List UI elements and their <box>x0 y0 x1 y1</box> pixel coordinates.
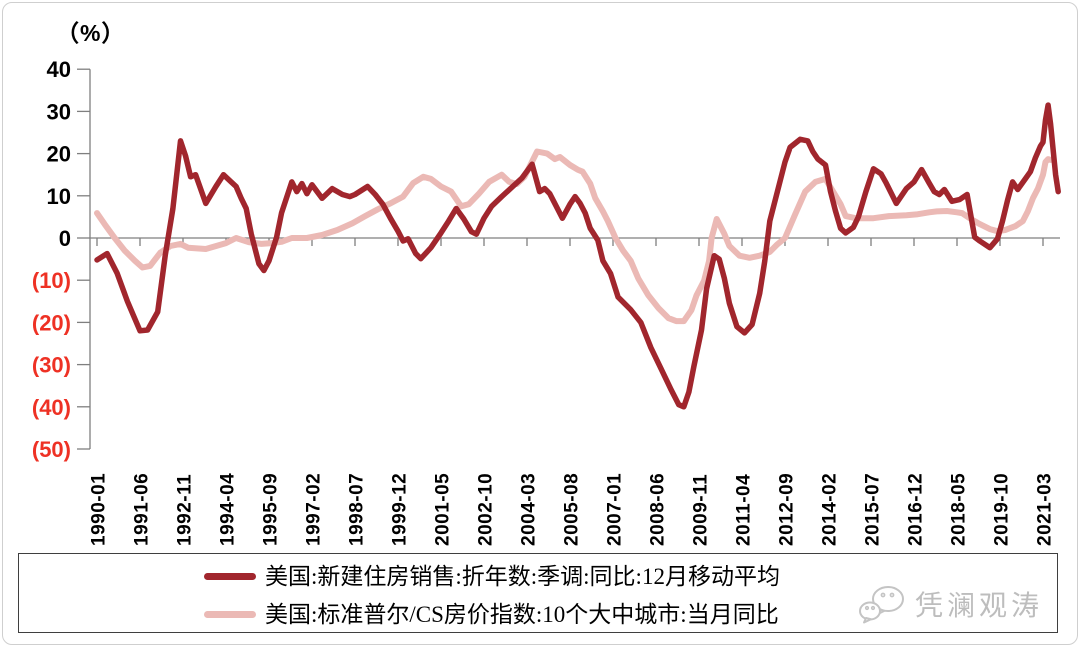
watermark-text: 凭澜观涛 <box>914 591 1043 622</box>
y-axis-tick-label: (20) <box>32 310 71 335</box>
x-axis-tick-label: 2002-10 <box>476 473 497 546</box>
chart-canvas: 40 30 20 10 0 (10) (20) (30) (40) (50) 1990-01 1991… <box>32 57 1061 546</box>
legend-item-new-home-sales: 美国:新建住房销售:折年数:季调:同比:12月移动平均 <box>204 562 780 590</box>
case-shiller-10city-line <box>94 148 1054 325</box>
x-axis-tick-label: 1990-01 <box>89 473 110 546</box>
y-axis-tick-label: (30) <box>32 353 71 378</box>
y-axis-tick-label: 30 <box>47 99 71 124</box>
x-axis-tick-label: 1997-02 <box>304 473 325 546</box>
x-axis-tick-label: 1991-06 <box>132 473 153 546</box>
y-axis-tick-label: 0 <box>59 226 71 251</box>
y-axis-tick-label: (40) <box>32 395 71 420</box>
x-axis-tick-label: 2018-05 <box>949 473 970 546</box>
y-axis-tick-label: 20 <box>47 142 71 167</box>
y-axis-tick-label: (50) <box>32 437 71 462</box>
new-home-sales-line <box>94 102 1061 410</box>
y-axis-tick-label: (10) <box>32 268 71 293</box>
x-axis-tick-label: 2015-07 <box>863 473 884 546</box>
y-axis-tick-label: 10 <box>47 184 71 209</box>
x-axis-tick-label: 1992-11 <box>175 474 196 546</box>
x-axis-tick-label: 1998-07 <box>347 473 368 546</box>
legend-item-case-shiller: 美国:标准普尔/CS房价指数:10个大中城市:当月同比 <box>204 600 779 628</box>
x-axis-tick-label: 2012-09 <box>777 473 798 546</box>
x-axis-tick-label: 2001-05 <box>433 473 454 546</box>
x-axis-tick-label: 2008-06 <box>648 473 669 546</box>
x-axis-tick-label: 2014-02 <box>820 473 841 546</box>
x-axis-tick-label: 1995-09 <box>261 473 282 546</box>
y-axis-unit-label: （%） <box>56 20 126 46</box>
legend-label-new-home-sales: 美国:新建住房销售:折年数:季调:同比:12月移动平均 <box>265 563 780 589</box>
x-axis-tick-label: 2011-04 <box>734 474 755 546</box>
x-axis-tick-label: 1999-12 <box>390 473 411 546</box>
legend-line-swatch-dark-red <box>204 572 256 580</box>
x-axis-tick-label: 2019-10 <box>992 473 1013 546</box>
legend-label-case-shiller: 美国:标准普尔/CS房价指数:10个大中城市:当月同比 <box>265 601 779 627</box>
x-axis-tick-label: 2016-12 <box>906 473 927 546</box>
x-axis-tick-label: 2021-03 <box>1035 473 1056 546</box>
x-axis-tick-label: 2005-08 <box>562 473 583 546</box>
legend-box: 美国:新建住房销售:折年数:季调:同比:12月移动平均 美国:标准普尔/CS房价… <box>18 553 1058 633</box>
y-axis-tick-label: 40 <box>47 57 71 82</box>
x-axis-tick-label: 2009-11 <box>691 474 712 546</box>
x-axis-tick-label: 2004-03 <box>519 473 540 546</box>
watermark: 凭澜观涛 <box>857 584 1043 624</box>
x-axis-tick-label: 2007-01 <box>605 473 626 546</box>
legend-line-swatch-pink <box>204 610 256 618</box>
x-axis-tick-label: 1994-04 <box>218 473 239 546</box>
wechat-icon <box>858 586 904 624</box>
